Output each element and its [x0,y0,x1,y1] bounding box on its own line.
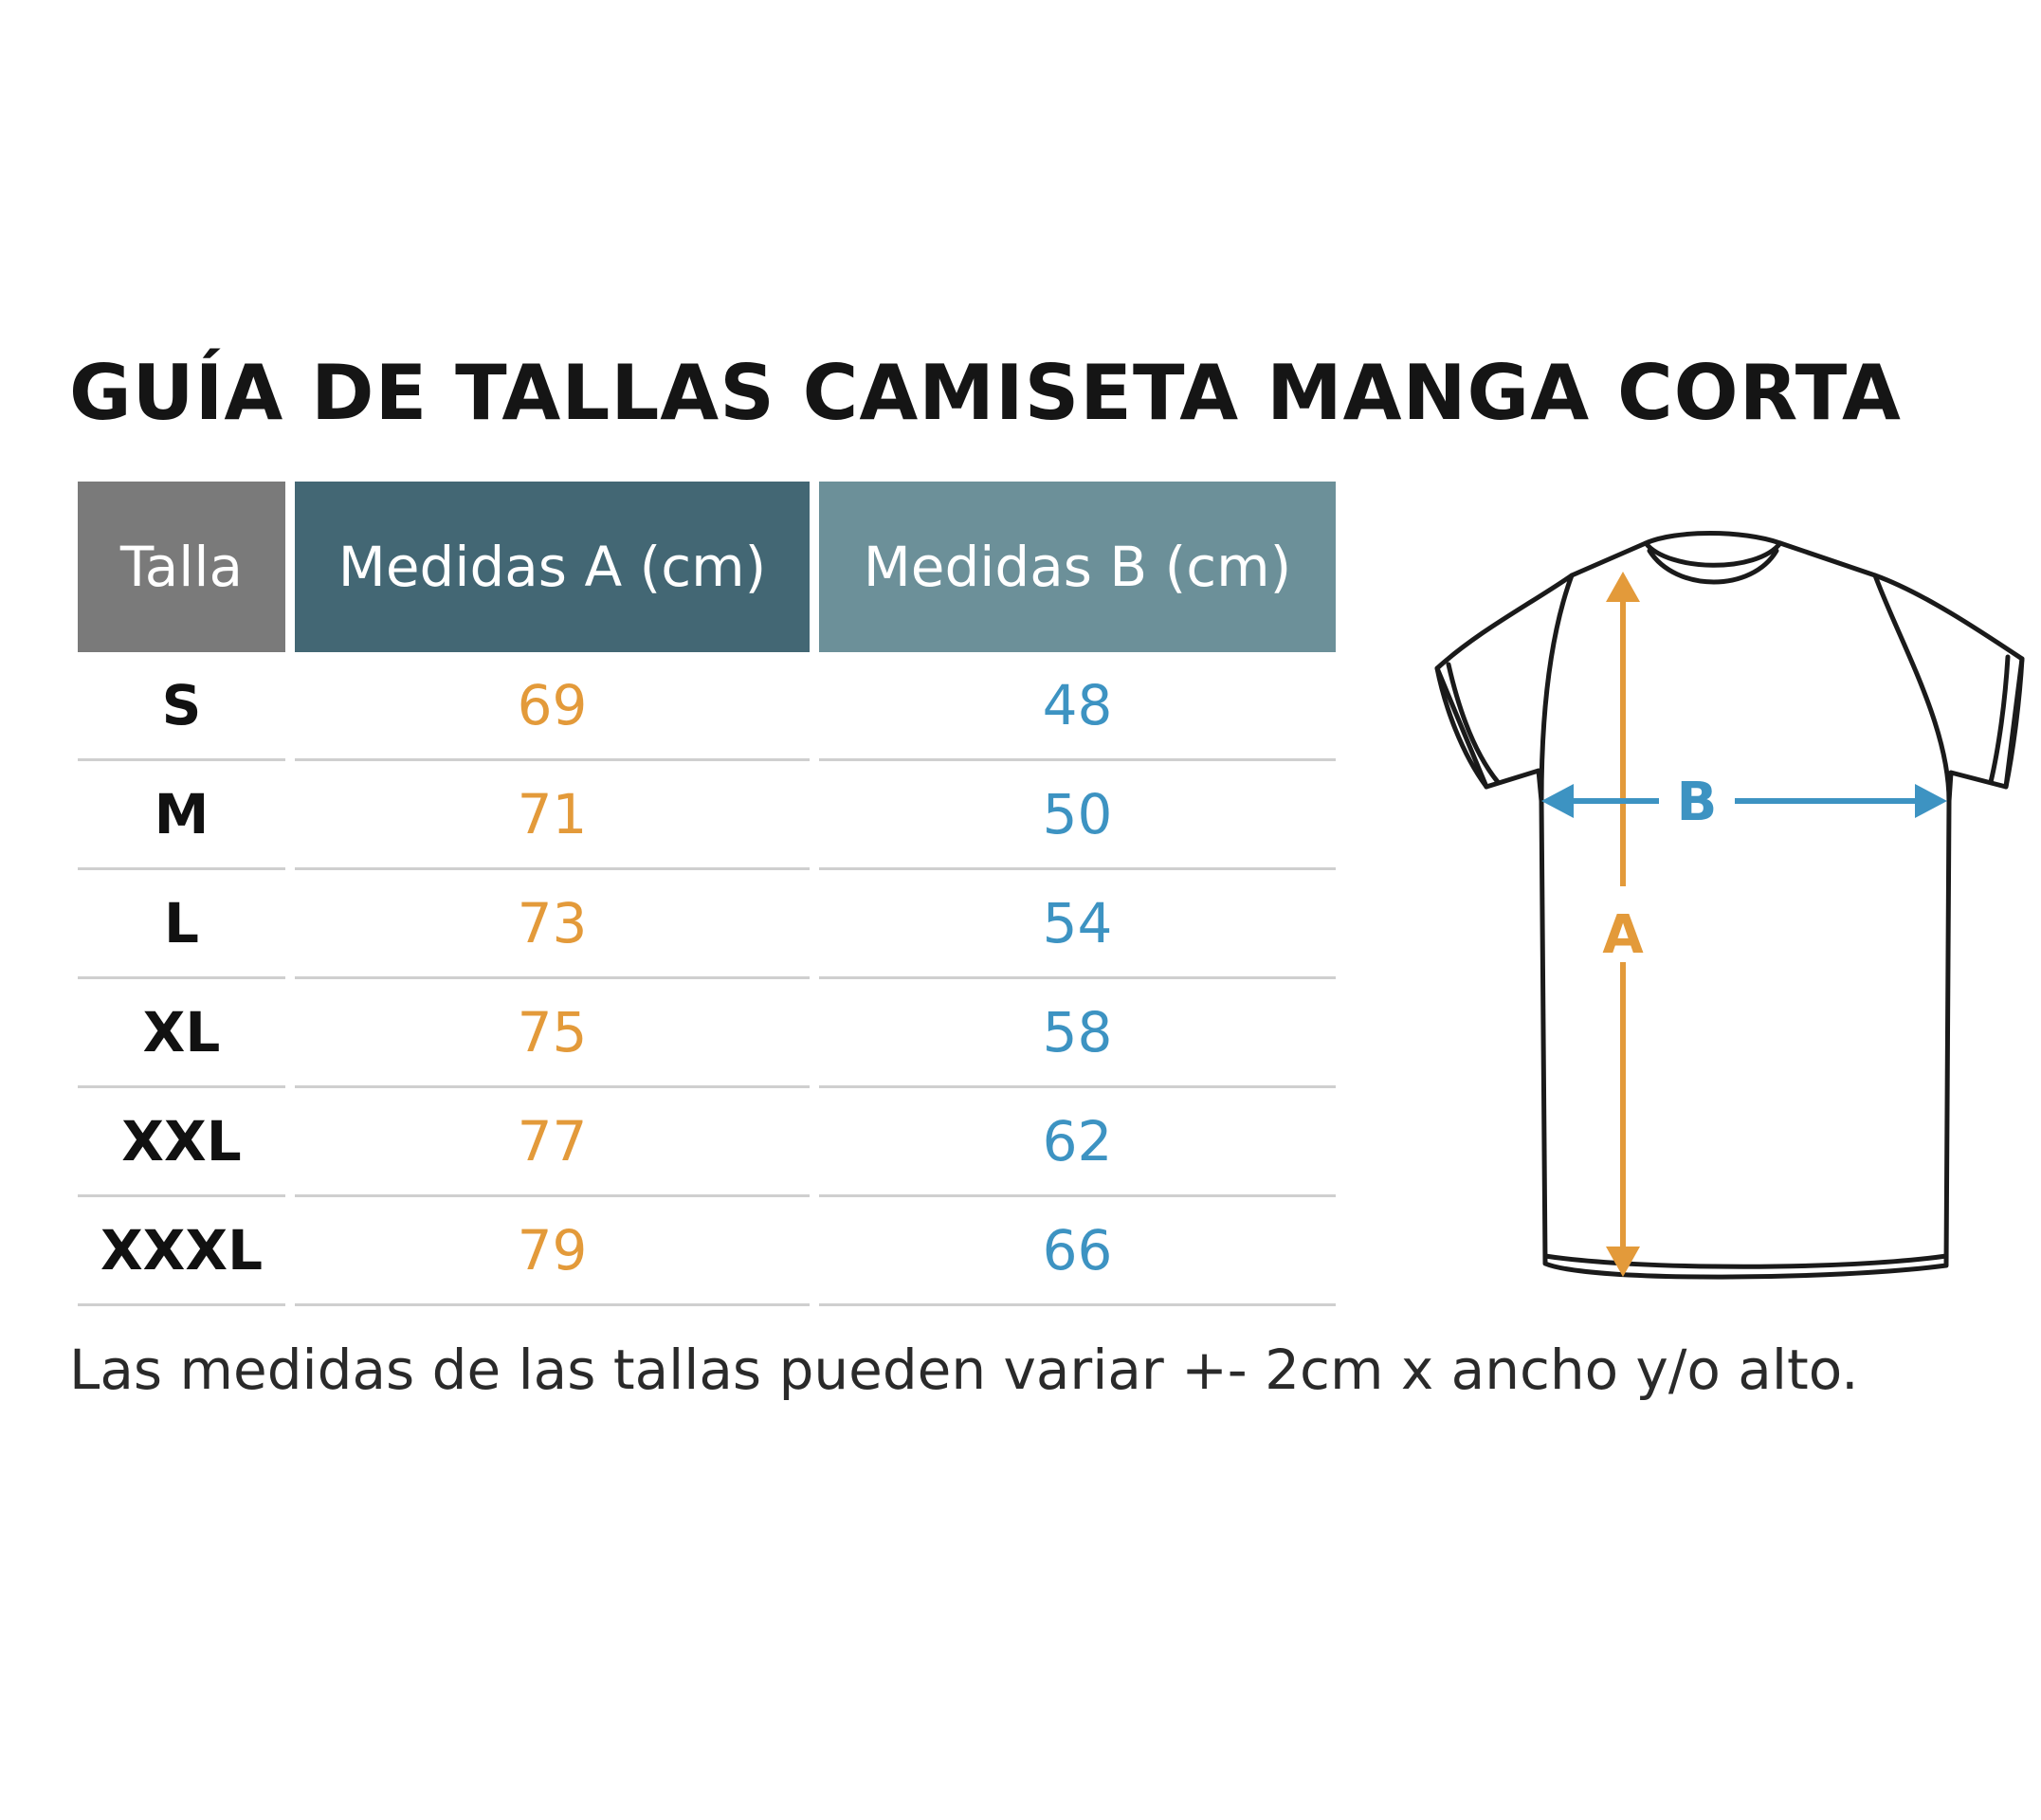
table-row-l: L 73 54 [78,870,1336,979]
row-divider [78,867,285,870]
tshirt-diagram: A B [1434,531,2025,1280]
row-divider [819,1194,1336,1197]
medida-b-cell: 58 [1042,1000,1113,1065]
size-cell: M [154,782,210,846]
size-cell: XXXL [100,1218,264,1283]
measure-b-label: B [1677,772,1718,833]
row-divider [295,976,810,979]
table-row-m: M 71 50 [78,761,1336,870]
medida-a-cell: 75 [517,1000,588,1065]
row-divider [295,867,810,870]
table-row-s: S 69 48 [78,652,1336,761]
row-divider [819,1303,1336,1306]
measure-a-label: A [1602,904,1644,966]
row-divider [295,1194,810,1197]
header-medidas-b: Medidas B (cm) [819,482,1336,652]
row-divider [819,1085,1336,1088]
header-medidas-a: Medidas A (cm) [295,482,810,652]
measure-b-arrow [1541,784,1947,818]
row-divider [78,976,285,979]
table-row-xxl: XXL 77 62 [78,1088,1336,1197]
measure-a-arrow [1606,572,1640,1277]
size-cell: XL [142,1000,221,1065]
medida-b-cell: 54 [1042,891,1113,956]
row-divider [295,1085,810,1088]
medida-a-cell: 79 [517,1218,588,1283]
row-divider [819,976,1336,979]
medida-a-cell: 71 [517,782,588,846]
medida-a-cell: 73 [517,891,588,956]
row-divider [78,1194,285,1197]
medida-b-cell: 50 [1042,782,1113,846]
medida-a-cell: 77 [517,1109,588,1174]
table-row-xxxl: XXXL 79 66 [78,1197,1336,1306]
medida-b-cell: 66 [1042,1218,1113,1283]
tshirt-outline-icon [1434,531,2025,1280]
size-cell: XXL [121,1109,242,1174]
size-cell: L [164,891,199,956]
medida-b-cell: 48 [1042,673,1113,737]
row-divider [295,758,810,761]
row-divider [78,758,285,761]
size-cell: S [161,673,202,737]
row-divider [819,867,1336,870]
medida-b-cell: 62 [1042,1109,1113,1174]
header-talla: Talla [78,482,285,652]
table-row-xl: XL 75 58 [78,979,1336,1088]
row-divider [819,758,1336,761]
row-divider [295,1303,810,1306]
row-divider [78,1085,285,1088]
row-divider [78,1303,285,1306]
medida-a-cell: 69 [517,673,588,737]
size-variation-note: Las medidas de las tallas pueden variar … [69,1338,1859,1402]
page-title: GUÍA DE TALLAS CAMISETA MANGA CORTA [69,349,1902,437]
